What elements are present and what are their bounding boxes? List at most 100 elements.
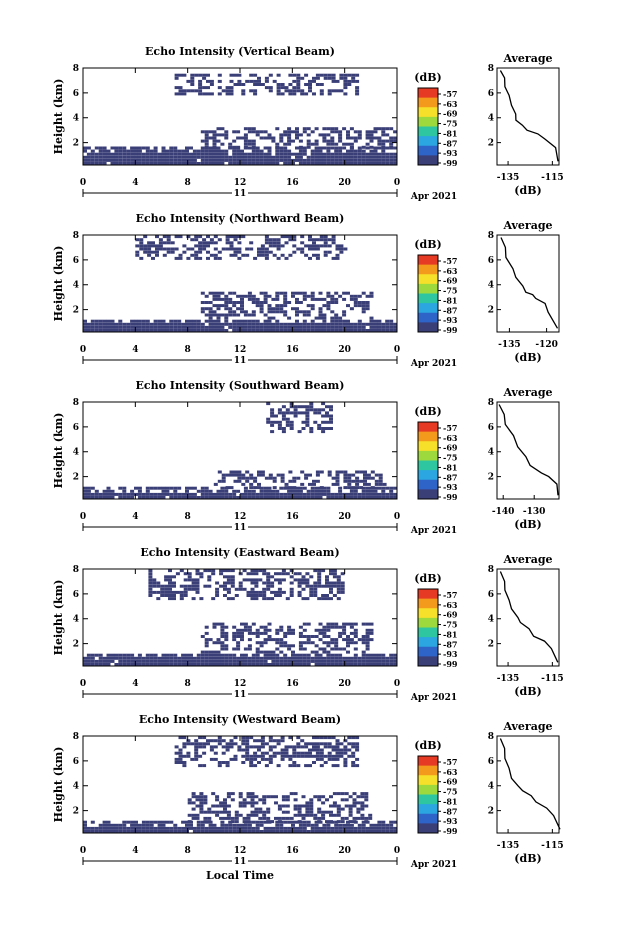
date-label-bg — [232, 354, 248, 364]
echo-cell — [302, 322, 307, 326]
echo-cell — [204, 329, 209, 332]
echo-cell — [238, 804, 243, 808]
echo-cell — [334, 127, 339, 131]
echo-cell — [240, 307, 244, 311]
profile-x-axis-label: (dB) — [514, 518, 541, 531]
echo-cell — [280, 244, 285, 248]
echo-cell — [185, 149, 189, 153]
profile-x-tick-label: -115 — [541, 674, 564, 684]
echo-cell — [352, 820, 357, 824]
echo-cell — [238, 587, 243, 591]
echo-cell — [327, 244, 332, 248]
echo-cell — [229, 470, 234, 474]
echo-cell — [306, 635, 311, 638]
echo-cell — [302, 663, 307, 666]
echo-cell — [373, 486, 378, 490]
echo-cell — [130, 659, 135, 663]
echo-cell — [275, 826, 280, 830]
echo-cell — [118, 830, 123, 833]
x-tick-label: 16 — [286, 846, 299, 856]
echo-cell — [361, 152, 366, 156]
echo-cell — [283, 644, 288, 648]
echo-cell — [352, 798, 357, 802]
echo-cell — [361, 486, 366, 490]
echo-cell — [381, 329, 386, 332]
echo-cell — [257, 253, 261, 257]
echo-cell — [319, 742, 324, 746]
echo-cell — [212, 133, 217, 137]
profile-x-tick-label: -135 — [497, 173, 520, 183]
echo-cell — [346, 492, 350, 496]
echo-cell — [234, 813, 239, 817]
echo-cell — [247, 325, 252, 329]
profile-title: Average — [502, 219, 552, 232]
echo-cell — [94, 152, 99, 156]
echo-cell — [275, 641, 280, 645]
echo-cell — [134, 162, 138, 165]
echo-cell — [229, 241, 234, 245]
echo-cell — [342, 329, 347, 332]
echo-cell — [98, 319, 103, 323]
echo-cell — [137, 329, 142, 332]
echo-cell — [229, 742, 234, 746]
echo-cell — [277, 423, 282, 427]
echo-cell — [389, 653, 394, 657]
echo-cell — [225, 748, 230, 752]
echo-cell — [151, 241, 155, 245]
echo-cell — [315, 73, 320, 77]
echo-cell — [287, 329, 292, 332]
echo-cell — [318, 656, 323, 660]
echo-cell — [156, 581, 161, 585]
echo-cell — [352, 804, 357, 808]
echo-cell — [247, 155, 252, 159]
echo-cell — [305, 813, 310, 817]
echo-cell — [254, 795, 259, 799]
echo-cell — [306, 294, 311, 298]
echo-cell — [204, 307, 209, 311]
echo-cell — [241, 89, 246, 93]
echo-cell — [208, 322, 213, 326]
echo-cell — [279, 329, 284, 332]
echo-cell — [306, 492, 311, 496]
echo-cell — [271, 653, 276, 657]
echo-cell — [259, 152, 264, 156]
echo-cell — [202, 247, 207, 251]
echo-cell — [224, 496, 229, 499]
echo-cell — [161, 155, 166, 159]
echo-cell — [251, 820, 256, 824]
echo-cell — [312, 92, 316, 96]
echo-cell — [141, 830, 146, 833]
echo-cell — [208, 826, 213, 830]
echo-cell — [174, 256, 179, 260]
echo-cell — [365, 656, 370, 660]
echo-cell — [83, 826, 87, 830]
echo-cell — [130, 830, 135, 833]
echo-cell — [331, 238, 336, 242]
echo-cell — [160, 587, 165, 591]
echo-cell — [319, 754, 324, 758]
echo-cell — [220, 152, 225, 156]
echo-cell — [202, 241, 207, 245]
echo-cell — [148, 575, 153, 579]
echo-cell — [211, 569, 216, 573]
echo-cell — [335, 482, 340, 486]
echo-cell — [165, 663, 170, 666]
echo-cell — [178, 86, 183, 90]
echo-cell — [313, 590, 318, 594]
echo-cell — [126, 155, 131, 159]
echo-cell — [213, 235, 218, 239]
echo-cell — [373, 155, 378, 159]
echo-cell — [251, 158, 256, 162]
echo-cell — [83, 823, 87, 827]
echo-cell — [301, 804, 306, 808]
echo-cell — [243, 663, 248, 666]
echo-cell — [199, 575, 204, 579]
echo-cell — [240, 656, 244, 660]
echo-cell — [213, 482, 218, 486]
echo-cell — [220, 823, 225, 827]
echo-cell — [298, 301, 303, 304]
colorbar-frame — [417, 87, 439, 166]
echo-cell — [361, 149, 366, 153]
echo-cell — [255, 820, 260, 824]
echo-cell — [342, 146, 347, 150]
